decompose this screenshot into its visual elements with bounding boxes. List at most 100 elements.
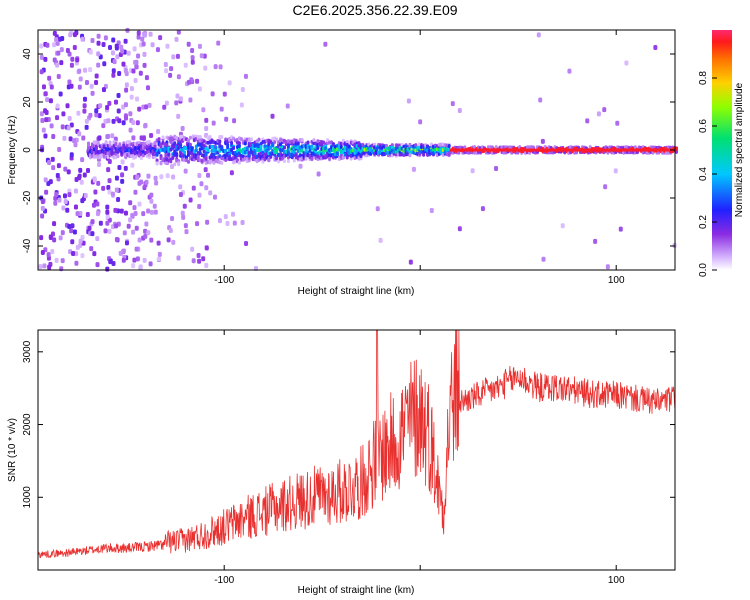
heatmap-cell bbox=[144, 221, 149, 227]
colorbar-tick-label: 0.4 bbox=[698, 167, 709, 181]
heatmap-cell bbox=[298, 163, 303, 169]
heatmap-cell bbox=[531, 145, 535, 150]
heatmap-cell bbox=[43, 133, 48, 139]
heatmap-cell bbox=[411, 166, 416, 172]
heatmap-cell bbox=[42, 263, 47, 269]
heatmap-cell bbox=[95, 236, 100, 242]
heatmap-cell bbox=[49, 84, 54, 90]
heatmap-cell bbox=[201, 107, 206, 113]
heatmap-cell bbox=[124, 82, 129, 88]
heatmap-cell bbox=[188, 197, 193, 203]
snr-background bbox=[38, 330, 675, 570]
heatmap-cell bbox=[237, 141, 241, 146]
heatmap-cell bbox=[208, 190, 213, 196]
heatmap-cell bbox=[134, 64, 139, 70]
heatmap-cell bbox=[624, 60, 629, 66]
heatmap-cell bbox=[220, 135, 224, 140]
heatmap-cell bbox=[43, 91, 48, 97]
heatmap-cell bbox=[119, 208, 124, 214]
heatmap-cell bbox=[96, 180, 101, 186]
heatmap-cell bbox=[120, 159, 125, 165]
heatmap-cell bbox=[134, 225, 139, 231]
heatmap-cell bbox=[138, 264, 143, 270]
heatmap-cell bbox=[77, 84, 82, 90]
heatmap-cell bbox=[149, 209, 154, 215]
heatmap-cell bbox=[78, 76, 83, 82]
heatmap-cell bbox=[54, 257, 59, 263]
heatmap-cell bbox=[194, 148, 198, 153]
heatmap-cell bbox=[111, 118, 116, 124]
heatmap-cell bbox=[170, 216, 175, 222]
heatmap-cell bbox=[232, 145, 236, 150]
heatmap-cell bbox=[165, 43, 170, 49]
heatmap-cell bbox=[101, 41, 106, 47]
heatmap-cell bbox=[184, 229, 189, 235]
heatmap-cell bbox=[228, 154, 232, 159]
heatmap-cell bbox=[57, 146, 62, 152]
heatmap-cell bbox=[130, 213, 135, 219]
heatmap-cell bbox=[422, 152, 426, 157]
heatmap-cell bbox=[239, 102, 244, 108]
heatmap-cell bbox=[136, 30, 141, 36]
heatmap-cell bbox=[183, 62, 188, 68]
heatmap-cell bbox=[116, 108, 121, 114]
heatmap-cell bbox=[126, 223, 131, 229]
heatmap-x-axis-label: Height of straight line (km) bbox=[298, 286, 415, 297]
heatmap-cell bbox=[46, 252, 51, 258]
heatmap-cell bbox=[97, 135, 102, 141]
heatmap-cell bbox=[67, 224, 72, 230]
heatmap-cell bbox=[110, 191, 115, 197]
y-tick-label: 3000 bbox=[22, 340, 33, 363]
colorbar-tick-label: 0.2 bbox=[698, 215, 709, 229]
heatmap-cell bbox=[144, 75, 149, 81]
heatmap-cell bbox=[115, 54, 120, 60]
heatmap-cell bbox=[117, 70, 122, 76]
heatmap-cell bbox=[131, 68, 136, 74]
x-tick-label: 100 bbox=[608, 275, 625, 286]
heatmap-cell bbox=[164, 68, 169, 74]
heatmap-cell bbox=[240, 87, 245, 93]
heatmap-cell bbox=[541, 256, 546, 262]
heatmap-cell bbox=[43, 108, 48, 114]
heatmap-cell bbox=[88, 49, 93, 55]
heatmap-cell bbox=[135, 96, 140, 102]
heatmap-cell bbox=[54, 192, 59, 198]
heatmap-cell bbox=[178, 191, 183, 197]
heatmap-cell bbox=[38, 264, 43, 270]
heatmap-cell bbox=[304, 156, 308, 161]
heatmap-cell bbox=[191, 185, 196, 191]
heatmap-cell bbox=[123, 68, 128, 74]
heatmap-cell bbox=[110, 133, 115, 139]
y-tick-label: 2000 bbox=[22, 413, 33, 436]
heatmap-cell bbox=[58, 235, 63, 241]
heatmap-cell bbox=[180, 210, 185, 216]
heatmap-cell bbox=[87, 142, 90, 147]
heatmap-cell bbox=[55, 103, 60, 109]
heatmap-cell bbox=[169, 139, 173, 144]
heatmap-cell bbox=[143, 123, 148, 129]
heatmap-cell bbox=[82, 103, 87, 109]
heatmap-cell bbox=[59, 47, 64, 53]
heatmap-cell bbox=[219, 106, 224, 112]
heatmap-cell bbox=[157, 137, 161, 142]
heatmap-cell bbox=[190, 55, 195, 61]
colorbar-ticks: 0.0 0.2 0.4 0.6 0.8 bbox=[698, 71, 717, 277]
heatmap-cell bbox=[186, 41, 191, 47]
heatmap-cell bbox=[168, 72, 173, 78]
heatmap-cell bbox=[95, 211, 100, 217]
heatmap-cell bbox=[72, 45, 77, 51]
heatmap-cell bbox=[131, 135, 136, 141]
heatmap-cell bbox=[605, 264, 610, 270]
heatmap-cell bbox=[123, 102, 128, 108]
heatmap-cell bbox=[131, 119, 136, 125]
heatmap-cell bbox=[243, 141, 247, 146]
heatmap-cell bbox=[139, 156, 143, 161]
heatmap-cell bbox=[560, 223, 565, 229]
heatmap-cell bbox=[114, 175, 119, 181]
heatmap-cell bbox=[67, 192, 72, 198]
heatmap-cell bbox=[259, 144, 263, 149]
heatmap-cell bbox=[204, 245, 209, 251]
heatmap-cell bbox=[48, 234, 53, 240]
heatmap-cell bbox=[341, 138, 345, 143]
heatmap-cells bbox=[38, 27, 678, 272]
